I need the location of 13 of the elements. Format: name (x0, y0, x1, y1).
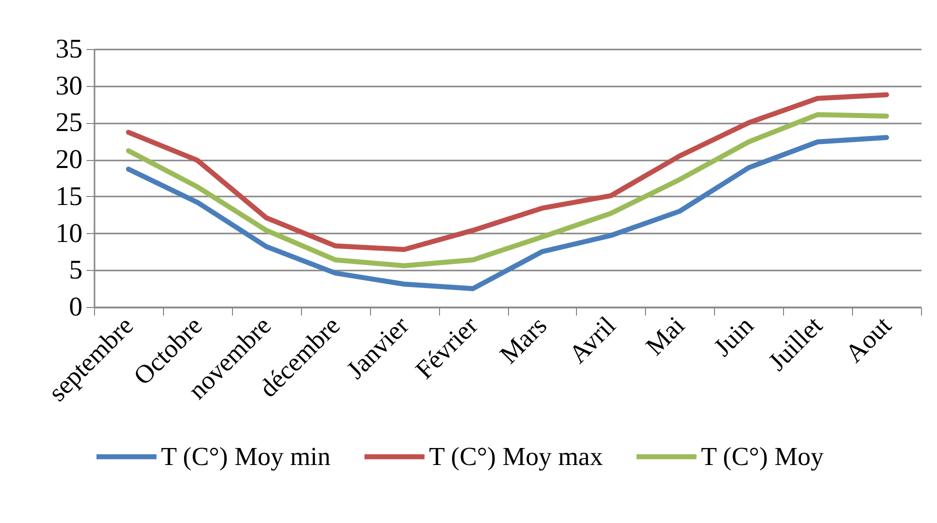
legend-label: T (C°) Moy (701, 442, 824, 471)
y-tick-label: 20 (56, 144, 82, 174)
x-tick-label: Mai (640, 310, 690, 362)
legend-label: T (C°) Moy min (161, 442, 331, 471)
y-tick-label: 15 (56, 180, 82, 211)
y-tick-label: 35 (56, 34, 82, 64)
y-tick-label: 25 (56, 107, 82, 138)
x-tick-label: Juin (708, 310, 760, 362)
y-tick-label: 0 (69, 292, 82, 322)
y-tick-label: 30 (56, 70, 82, 100)
legend-label: T (C°) Moy max (429, 442, 603, 471)
y-tick-label: 5 (69, 254, 82, 285)
y-tick-label: 10 (56, 218, 82, 248)
